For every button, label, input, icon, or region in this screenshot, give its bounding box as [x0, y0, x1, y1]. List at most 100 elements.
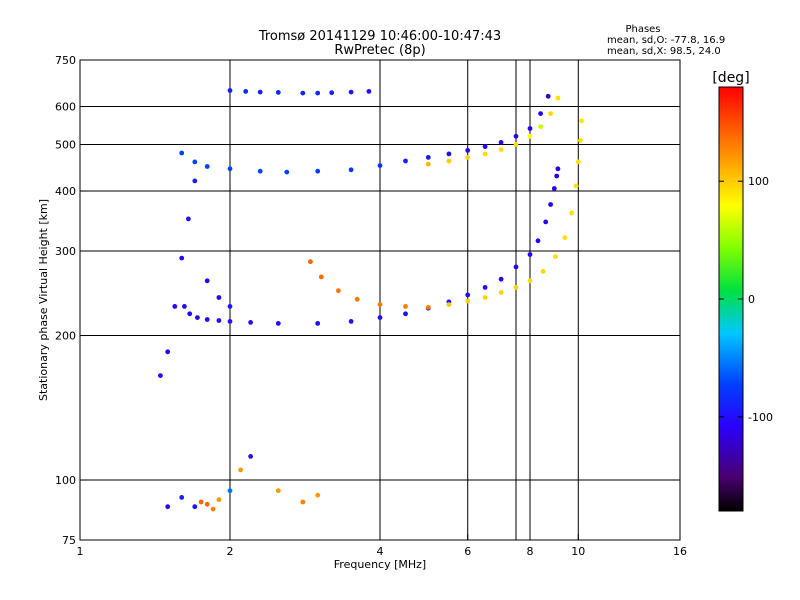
stats-o-mode: mean, sd,O: -77.8, 16.9: [607, 35, 725, 46]
point-multihop-x-mode: [482, 151, 488, 157]
point-es-low-frequency-echoes: [165, 349, 171, 355]
point-f2-o-mode: [543, 219, 549, 225]
point-f2-o-mode: [275, 321, 281, 326]
plot-area: 1 2 4 6 8 10 16 75 100 200 300 400 500 600 750: [55, 54, 687, 558]
point-f2-x-mode: [377, 302, 383, 307]
point-e-region-echoes: [275, 488, 281, 494]
y-tick-label: 200: [55, 330, 76, 343]
point-f2-o-mode: [482, 285, 488, 290]
point-f2-x-mode: [573, 183, 579, 189]
point-f2-x-mode: [403, 304, 408, 309]
point-f2-x-mode: [575, 159, 581, 165]
chart-title: Tromsø 20141129 10:46:00-10:47:43: [258, 29, 501, 44]
y-tick-label: 300: [55, 245, 76, 258]
y-tick-label: 750: [55, 54, 76, 67]
y-axis-label: Stationary phase Virtual Height [km]: [37, 199, 50, 401]
point-e-region-echoes: [165, 504, 171, 510]
point-multihop-x-mode: [527, 133, 533, 139]
point-es-low-frequency-echoes: [204, 278, 210, 284]
point-e-region-echoes: [248, 454, 254, 459]
point-upper-e-trace: [300, 90, 306, 96]
point-e-region-echoes: [300, 499, 306, 505]
point-multihop-o-mode: [348, 167, 354, 173]
point-upper-e-trace: [329, 90, 335, 96]
point-f2-o-mode: [465, 292, 471, 298]
point-e-region-echoes: [210, 506, 216, 512]
point-multihop-o-mode: [425, 155, 431, 160]
point-upper-e-trace: [366, 89, 372, 94]
colorbar-label: [deg]: [712, 70, 749, 86]
point-f2-o-mode: [227, 319, 233, 324]
colorbar-ticks: 100 0 -100: [719, 175, 773, 424]
point-e-region-echoes: [216, 497, 222, 503]
point-f2-o-mode: [403, 311, 408, 317]
point-f2-x-mode: [562, 235, 568, 241]
point-f2-o-mode: [498, 276, 504, 282]
point-e-region-echoes: [192, 504, 198, 510]
x-tick-label: 6: [464, 545, 471, 558]
point-multihop-o-mode: [527, 126, 533, 131]
point-multihop-x-mode: [498, 147, 504, 153]
y-tick-label: 400: [55, 185, 76, 198]
point-e-region-echoes: [238, 467, 244, 473]
x-tick-label: 10: [571, 545, 585, 558]
x-tick-label: 4: [377, 545, 384, 558]
colorbar-tick-label: -100: [748, 411, 773, 424]
point-f2-o-mode: [377, 315, 383, 320]
point-f2-x-mode: [578, 138, 583, 143]
point-multihop-o-mode: [403, 158, 408, 164]
point-e-region-echoes: [204, 501, 210, 507]
x-tick-label: 16: [673, 545, 687, 558]
y-tick-label: 100: [55, 474, 76, 487]
point-f2-o-mode: [548, 202, 553, 207]
point-f2-x-mode: [336, 288, 341, 294]
point-f2-x-mode: [446, 302, 452, 307]
x-tick-label: 8: [527, 545, 534, 558]
point-multihop-x-mode: [513, 142, 519, 147]
point-f2-o-mode: [187, 311, 193, 317]
point-f2-x-mode: [425, 304, 431, 310]
x-tick-label: 1: [77, 545, 84, 558]
point-f2-o-mode: [527, 252, 533, 257]
point-upper-e-trace: [227, 88, 233, 93]
x-axis-label: Frequency [MHz]: [334, 558, 426, 571]
point-e-region-echoes: [179, 495, 185, 500]
point-multihop-o-mode: [227, 166, 233, 172]
point-multihop-x-mode: [465, 155, 471, 160]
point-f2-x-mode: [569, 210, 575, 216]
point-f2-o-mode: [248, 320, 254, 325]
axis-ticks: 1 2 4 6 8 10 16 75 100 200 300 400 500 600 750: [55, 54, 687, 558]
point-f2-o-mode: [551, 186, 557, 191]
point-es-low-frequency-echoes: [186, 216, 191, 222]
point-multihop-x-mode: [555, 95, 561, 101]
point-multihop-o-mode: [377, 163, 383, 169]
colorbar-tick-label: 100: [748, 175, 769, 188]
point-es-low-frequency-echoes: [179, 255, 185, 261]
x-tick-label: 2: [227, 545, 234, 558]
point-f2-o-mode: [535, 238, 541, 244]
point-f2-x-mode: [579, 118, 584, 124]
grid-lines: [80, 60, 680, 540]
point-f2-o-mode: [513, 264, 519, 270]
point-f2-x-mode: [553, 254, 558, 259]
point-e-region-echoes: [315, 492, 321, 498]
point-f2-o-mode: [216, 318, 222, 323]
point-f2-x-mode: [318, 274, 324, 280]
point-upper-e-trace: [257, 89, 263, 95]
point-multihop-o-mode: [482, 144, 488, 150]
stats-x-mode: mean, sd,X: 98.5, 24.0: [607, 46, 721, 57]
y-tick-label: 75: [62, 534, 76, 547]
chart-subtitle: RwPretec (8p): [334, 43, 425, 58]
point-multihop-x-mode: [538, 124, 543, 129]
point-multihop-x-mode: [425, 161, 431, 167]
point-f2-x-mode: [482, 295, 488, 300]
point-multihop-o-mode: [545, 93, 551, 99]
point-multihop-o-mode: [204, 164, 210, 169]
point-f2-x-mode: [354, 296, 360, 302]
point-f2-x-mode: [498, 290, 504, 295]
point-es-low-frequency-echoes: [158, 373, 163, 378]
point-multihop-x-mode: [548, 111, 553, 116]
point-f2-o-mode: [195, 315, 200, 320]
point-es-low-frequency-echoes: [227, 304, 233, 309]
